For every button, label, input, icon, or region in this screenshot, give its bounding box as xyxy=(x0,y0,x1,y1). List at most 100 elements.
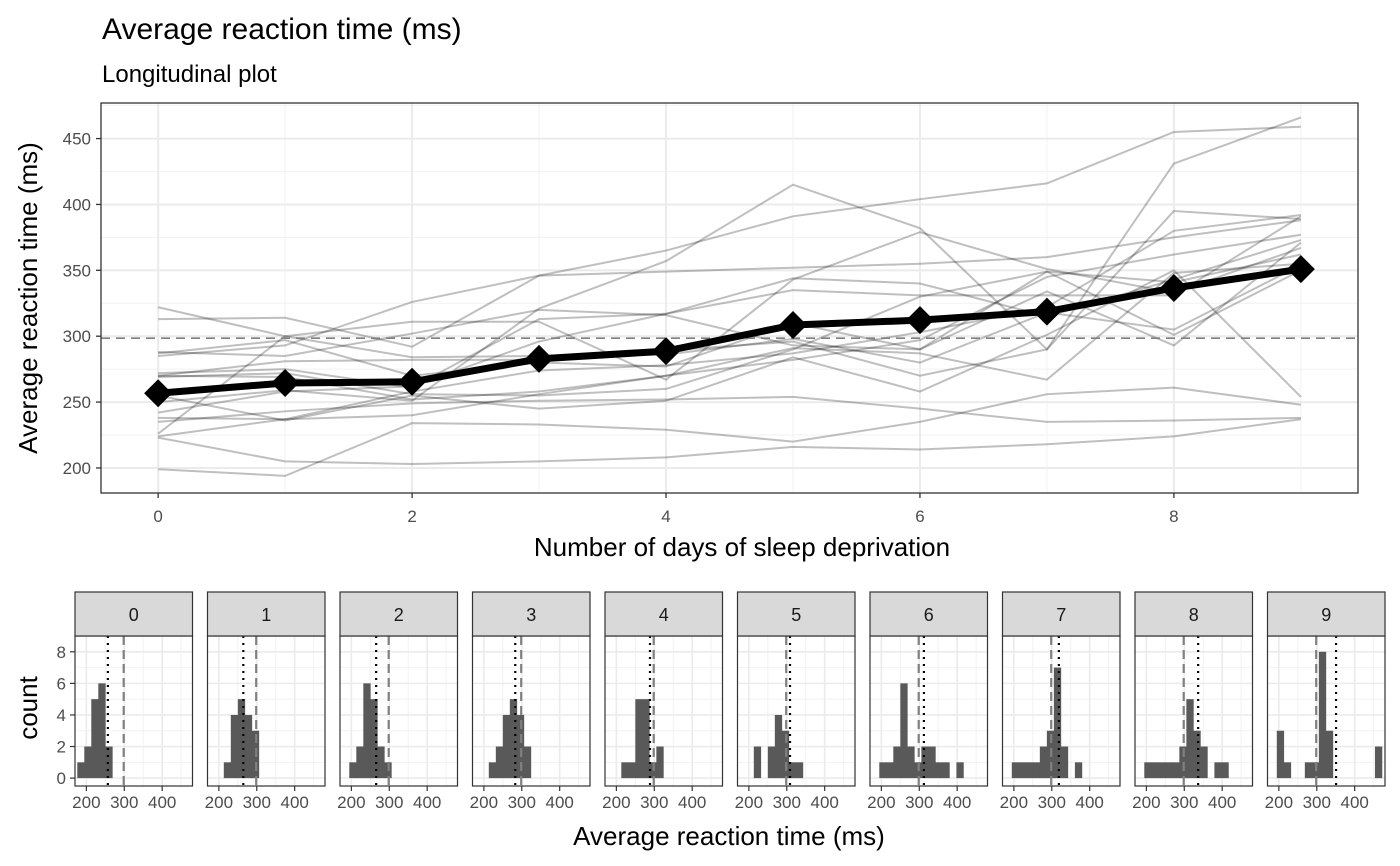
histogram-bar xyxy=(488,762,497,779)
histogram-bar xyxy=(1158,762,1166,779)
histogram-bar xyxy=(795,762,804,779)
histogram-bar xyxy=(1060,746,1069,779)
facet-panel-9: 9 200 300 400 xyxy=(1265,591,1386,812)
y-tick-label: 200 xyxy=(63,459,91,478)
histogram-bar xyxy=(91,699,99,779)
histogram-bar xyxy=(77,762,85,779)
histogram-y-axis-title: count xyxy=(13,675,43,739)
facet-strip xyxy=(604,591,724,637)
histogram-bar xyxy=(900,683,908,779)
histogram-bar xyxy=(628,762,636,779)
histogram-bar xyxy=(105,746,113,779)
mean-point xyxy=(778,311,807,340)
histogram-bar xyxy=(642,699,650,779)
histogram-bar xyxy=(656,746,664,779)
x-tick-label: 300 xyxy=(1303,793,1331,812)
facet-strip-label: 6 xyxy=(924,605,934,625)
plot-background xyxy=(101,103,1358,493)
histogram-bar xyxy=(1318,651,1327,779)
histogram-bar xyxy=(1165,762,1173,779)
facet-background xyxy=(207,636,325,786)
histogram-bar xyxy=(753,746,762,779)
histogram-bar xyxy=(1193,730,1201,779)
subject-line xyxy=(158,214,1301,438)
y-axis-title: Average reaction time (ms) xyxy=(13,142,43,454)
histogram-bar xyxy=(1325,730,1334,779)
histogram-bar xyxy=(377,746,385,779)
histogram-bar xyxy=(767,746,776,779)
x-tick-label: 200 xyxy=(867,793,895,812)
histogram-bar xyxy=(774,714,783,779)
histogram-bar xyxy=(635,699,643,779)
histogram-bar xyxy=(523,746,532,779)
x-tick-label: 400 xyxy=(280,793,308,812)
facet-strip xyxy=(736,591,856,637)
histogram-bar xyxy=(879,762,887,779)
chart-subtitle: Longitudinal plot xyxy=(102,61,277,88)
facet-strip-label: 1 xyxy=(261,605,271,625)
histogram-bar xyxy=(893,746,901,779)
x-tick-label: 300 xyxy=(905,793,933,812)
histogram-bar xyxy=(1214,762,1222,779)
x-tick-label: 6 xyxy=(915,507,924,526)
x-tick-label: 300 xyxy=(773,793,801,812)
mean-point xyxy=(652,337,681,366)
x-tick-label: 200 xyxy=(72,793,100,812)
facet-strip xyxy=(339,591,459,637)
histogram-bar xyxy=(84,746,92,779)
mean-point xyxy=(1159,273,1188,302)
histogram-bar xyxy=(928,746,936,779)
x-tick-label: 200 xyxy=(205,793,233,812)
histogram-bar xyxy=(1200,746,1208,779)
histogram-bar xyxy=(1172,762,1180,779)
y-tick-label: 8 xyxy=(57,643,66,662)
facet-strip xyxy=(1001,591,1121,637)
facet-panel-6: 6 200 300 400 xyxy=(867,591,989,812)
y-tick-label: 250 xyxy=(63,393,91,412)
subject-line xyxy=(158,262,1301,401)
subject-line xyxy=(158,233,1302,421)
x-tick-label: 400 xyxy=(545,793,573,812)
histogram-bar xyxy=(516,714,525,779)
mean-line xyxy=(157,265,1302,397)
x-tick-label: 300 xyxy=(110,793,138,812)
facet-panel-4: 4 200 300 400 xyxy=(602,591,724,812)
histogram-bar xyxy=(1186,699,1194,779)
facet-background xyxy=(605,636,723,786)
x-tick-label: 8 xyxy=(1169,507,1178,526)
histogram-bar xyxy=(788,762,797,779)
histogram-bar xyxy=(1011,762,1020,779)
histogram-bar xyxy=(363,683,371,779)
y-tick-label: 4 xyxy=(57,706,66,725)
facet-strip-label: 9 xyxy=(1321,605,1331,625)
y-tick-label: 300 xyxy=(63,327,91,346)
x-tick-label: 400 xyxy=(148,793,176,812)
histogram-bar xyxy=(1283,762,1292,779)
facet-panel-0: 0 200 300 400 0 2 4 6 8 xyxy=(57,591,194,812)
histogram-bar xyxy=(223,762,232,779)
facet-strip-label: 0 xyxy=(129,605,139,625)
mean-point xyxy=(398,367,427,396)
mean-point xyxy=(905,306,934,335)
histogram-bar xyxy=(356,746,364,779)
histogram-bar xyxy=(886,762,894,779)
facet-strip xyxy=(471,591,591,637)
histogram-x-axis-title: Average reaction time (ms) xyxy=(573,821,885,851)
facet-background xyxy=(472,636,590,786)
x-tick-label: 0 xyxy=(153,507,162,526)
x-tick-label: 300 xyxy=(375,793,403,812)
facet-strip xyxy=(206,591,326,637)
y-tick-label: 400 xyxy=(63,195,91,214)
x-tick-label: 400 xyxy=(943,793,971,812)
subject-line xyxy=(158,215,1302,389)
facet-strip-label: 3 xyxy=(526,605,536,625)
subject-line xyxy=(158,125,1301,357)
histogram-bar xyxy=(956,762,964,779)
histogram-bar xyxy=(1025,762,1034,779)
x-tick-label: 300 xyxy=(1038,793,1066,812)
y-tick-label: 2 xyxy=(57,738,66,757)
subject-line xyxy=(158,116,1302,404)
y-tick-label: 350 xyxy=(63,261,91,280)
histogram-bar xyxy=(921,746,929,779)
x-tick-label: 400 xyxy=(1075,793,1103,812)
